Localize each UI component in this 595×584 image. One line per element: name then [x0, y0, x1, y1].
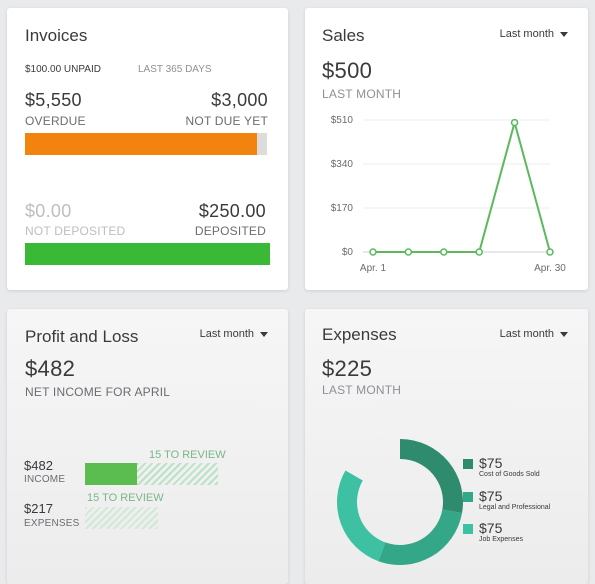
income-bar[interactable]	[85, 463, 137, 485]
y-tick-label: $510	[331, 115, 354, 126]
not-due-amount: $3,000	[211, 90, 268, 110]
not-deposited-amount: $0.00	[25, 201, 72, 221]
not-due-label: NOT DUE YET	[185, 114, 268, 128]
deposited-bar[interactable]	[25, 243, 270, 265]
overdue-bar[interactable]	[25, 133, 257, 155]
invoices-unpaid: $100.00 UNPAID	[25, 64, 101, 75]
overdue-amount: $5,550	[25, 90, 82, 110]
expenses-amount-label: LAST MONTH	[322, 383, 402, 397]
legend-label-cogs: Cost of Goods Sold	[479, 471, 540, 478]
legend-swatch-job	[463, 524, 473, 534]
not-due-bar[interactable]	[257, 133, 267, 155]
sales-data-point[interactable]	[510, 118, 519, 127]
chevron-down-icon	[560, 31, 568, 37]
chevron-down-icon	[560, 331, 568, 337]
sales-series-line	[373, 118, 551, 253]
expenses-review-link[interactable]: 15 TO REVIEW	[87, 492, 164, 504]
donut-slice[interactable]	[336, 470, 386, 562]
sales-line-chart[interactable]: $0 $170 $340 $510 Apr. 1 Apr. 30	[305, 8, 588, 290]
expenses-period-label: Last month	[499, 328, 554, 340]
income-review-link[interactable]: 15 TO REVIEW	[149, 449, 226, 461]
legend-label-job: Job Expenses	[479, 536, 523, 543]
y-tick-label: $340	[331, 159, 354, 170]
sales-period-label: Last month	[499, 28, 554, 40]
sales-card[interactable]: Sales Last month $500 LAST MONTH $0 $170 $…	[305, 8, 588, 290]
x-tick-label: Apr. 30	[534, 263, 566, 274]
sales-data-point[interactable]	[404, 248, 413, 256]
donut-slice[interactable]	[378, 509, 463, 565]
expenses-review-bar[interactable]	[85, 507, 158, 529]
invoices-title: Invoices	[25, 26, 88, 45]
profit-loss-title: Profit and Loss	[25, 327, 139, 346]
profit-loss-period-dropdown[interactable]: Last month	[200, 328, 268, 340]
sales-amount: $500	[322, 58, 373, 83]
deposited-amount: $250.00	[198, 201, 266, 221]
sales-data-point[interactable]	[475, 248, 483, 256]
overdue-label: OVERDUE	[25, 114, 86, 128]
income-label: INCOME	[24, 474, 66, 485]
legend-value-legal: $75	[479, 488, 503, 504]
net-income-amount: $482	[25, 356, 76, 381]
sales-data-point[interactable]	[369, 248, 377, 256]
sales-title: Sales	[322, 26, 365, 45]
income-amount: $482	[24, 458, 53, 473]
legend-value-cogs: $75	[479, 455, 503, 471]
invoices-status-bar[interactable]	[25, 133, 267, 155]
net-income-label: NET INCOME FOR APRIL	[25, 385, 171, 399]
sales-period-dropdown[interactable]: Last month	[500, 28, 568, 40]
invoices-range: LAST 365 DAYS	[138, 64, 212, 75]
legend-swatch-cogs	[463, 459, 473, 469]
legend-swatch-legal	[463, 492, 473, 502]
expenses-donut-chart[interactable]	[325, 427, 475, 577]
not-deposited-label: NOT DEPOSITED	[25, 224, 126, 238]
expenses-period-dropdown[interactable]: Last month	[500, 328, 568, 340]
expenses-amount: $225	[322, 356, 373, 381]
profit-loss-card[interactable]: Profit and Loss Last month $482 NET INCO…	[7, 309, 288, 584]
y-tick-label: $170	[331, 203, 354, 214]
profit-loss-period-label: Last month	[199, 328, 254, 340]
sales-data-point[interactable]	[440, 248, 448, 256]
deposited-label: DEPOSITED	[194, 224, 266, 238]
expenses-amount: $217	[24, 501, 53, 516]
x-tick-label: Apr. 1	[360, 263, 387, 274]
expenses-title: Expenses	[322, 325, 397, 344]
sales-amount-label: LAST MONTH	[322, 87, 402, 101]
legend-value-job: $75	[479, 520, 503, 536]
chevron-down-icon	[260, 331, 268, 337]
donut-slice[interactable]	[400, 439, 463, 513]
income-review-bar[interactable]	[137, 463, 218, 485]
expenses-label: EXPENSES	[24, 518, 80, 529]
sales-data-point[interactable]	[546, 248, 554, 256]
legend-label-legal: Legal and Professional	[479, 504, 551, 511]
y-tick-label: $0	[342, 247, 354, 258]
invoices-card[interactable]: Invoices $100.00 UNPAID LAST 365 DAYS $5…	[7, 8, 288, 290]
expenses-card[interactable]: Expenses Last month $225 LAST MONTH $75 …	[305, 309, 588, 584]
